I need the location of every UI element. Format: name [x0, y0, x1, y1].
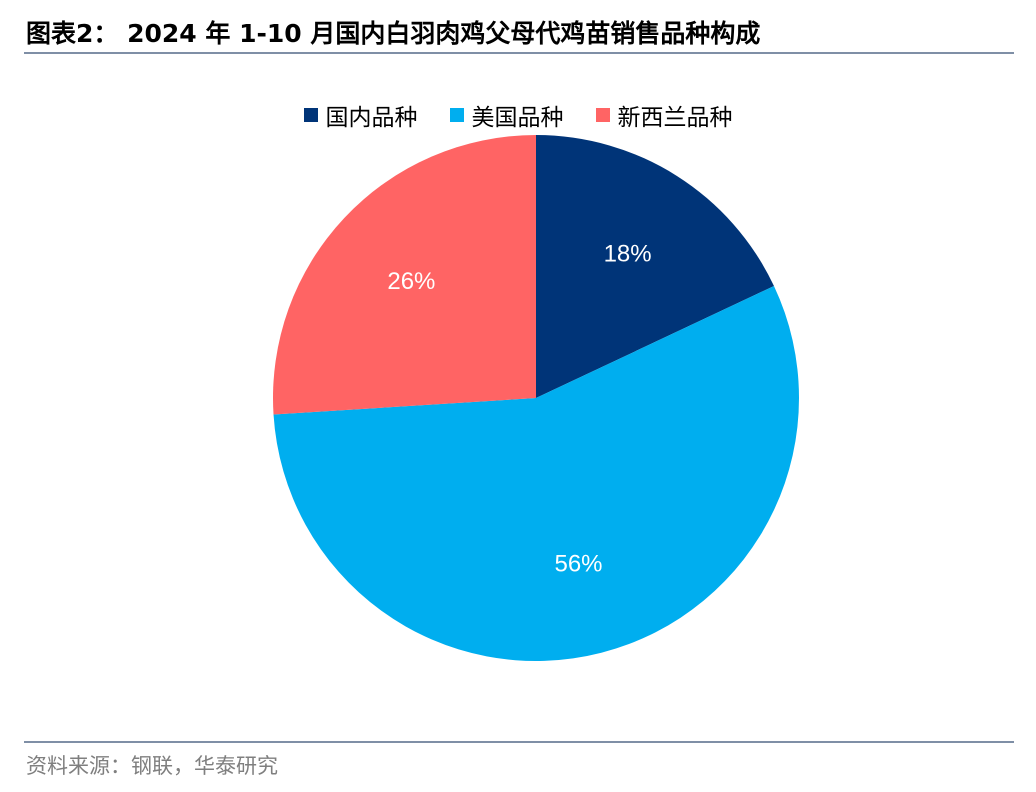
pie-label-us: 56%	[554, 551, 602, 578]
pie-label-nz: 26%	[387, 268, 435, 295]
pie-slices	[273, 135, 799, 661]
legend-swatch-nz	[595, 108, 610, 122]
pie-label-domestic: 18%	[604, 241, 652, 268]
legend-item-domestic: 国内品种	[303, 98, 418, 132]
source-note: 资料来源：钢联，华泰研究	[26, 754, 278, 778]
legend-item-us: 美国品种	[449, 98, 564, 132]
legend-label-us: 美国品种	[471, 105, 564, 131]
footer-divider	[24, 741, 1014, 743]
title-divider	[24, 52, 1014, 54]
legend-label-domestic: 国内品种	[325, 105, 418, 131]
pie-slice-domestic	[536, 135, 774, 398]
legend-swatch-domestic	[303, 108, 318, 122]
chart-legend: 国内品种 美国品种 新西兰品种	[0, 98, 1036, 132]
chart-title: 图表2： 2024 年 1-10 月国内白羽肉鸡父母代鸡苗销售品种构成	[26, 19, 761, 48]
legend-item-nz: 新西兰品种	[595, 98, 733, 132]
legend-label-nz: 新西兰品种	[617, 105, 733, 131]
pie-slice-us	[273, 286, 799, 661]
legend-swatch-us	[449, 108, 464, 122]
pie-labels: 18% 56% 26%	[387, 241, 651, 578]
pie-slice-nz	[273, 135, 536, 415]
